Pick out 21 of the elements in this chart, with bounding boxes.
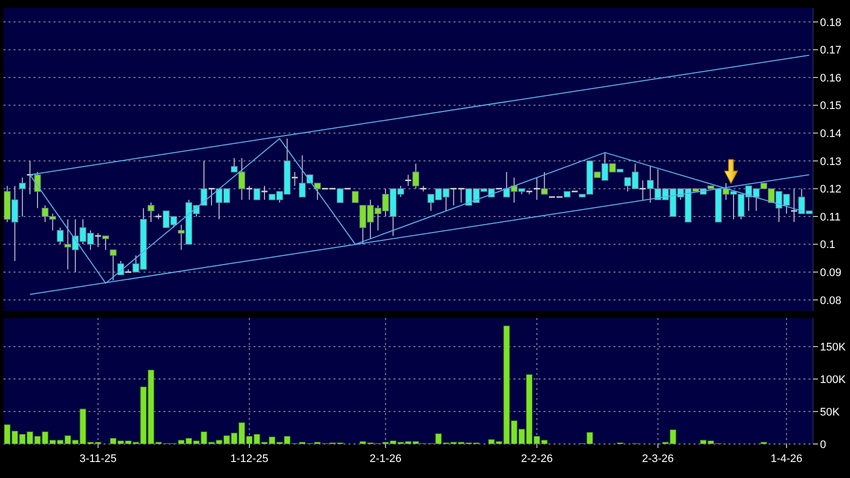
y-tick-label: 0.1 — [820, 239, 836, 252]
y-tick-label: 0.17 — [820, 44, 842, 57]
y-tick-label: 150K — [820, 341, 846, 354]
x-tick-label: 1-12-25 — [230, 452, 268, 465]
x-tick-label: 2-3-26 — [642, 452, 674, 465]
y-tick-label: 100K — [820, 374, 846, 386]
y-tick-label: 0.08 — [820, 294, 842, 307]
y-tick-label: 0.16 — [820, 72, 842, 84]
x-tick-label: 3-11-25 — [80, 452, 117, 465]
y-tick-label: 0.15 — [820, 100, 842, 112]
y-tick-label: 0.11 — [820, 211, 841, 224]
x-tick-label: 1-4-26 — [770, 452, 802, 465]
x-tick-label: 2-1-26 — [370, 452, 402, 465]
x-tick-label: 2-2-26 — [520, 452, 553, 465]
y-tick-label: 0.14 — [820, 128, 842, 140]
y-tick-label: 0.18 — [820, 16, 842, 29]
y-tick-label: 0 — [820, 438, 826, 451]
y-tick-label: 0.13 — [820, 156, 842, 168]
y-tick-label: 0.09 — [820, 266, 842, 279]
y-tick-label: 50K — [820, 406, 840, 418]
y-tick-label: 0.12 — [820, 184, 842, 196]
